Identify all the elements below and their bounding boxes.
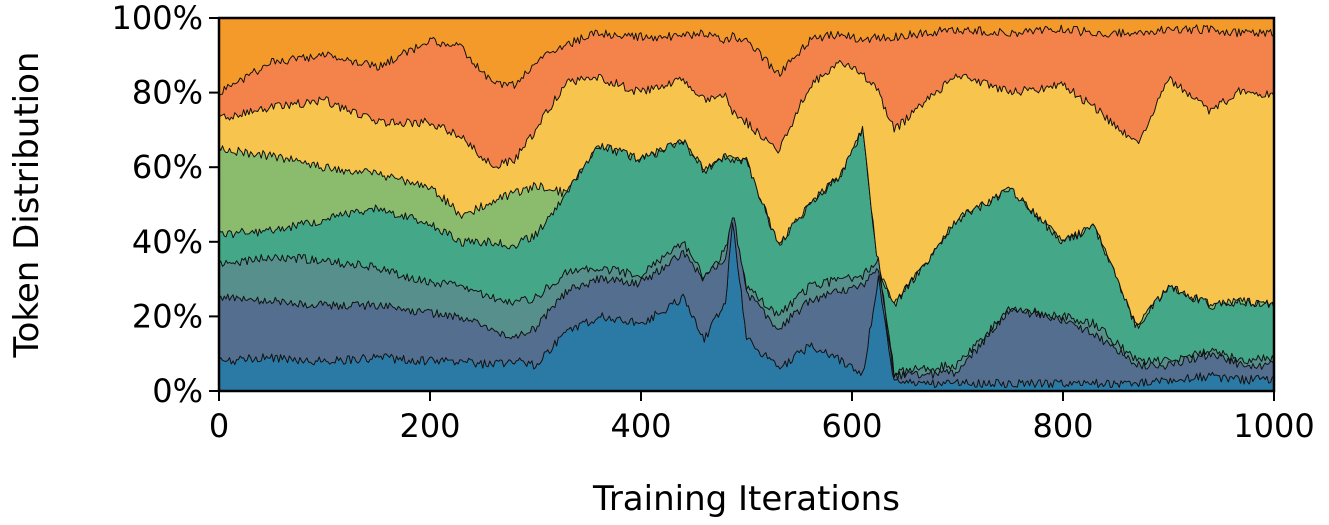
y-axis: 0% 20% 40% 60% 80% 100% — [112, 0, 219, 410]
y-tick-label: 20% — [132, 297, 203, 335]
y-axis-title: Token Distribution — [7, 52, 47, 359]
y-tick-label: 80% — [132, 74, 203, 112]
x-tick-label: 400 — [610, 407, 671, 445]
area-bands — [218, 17, 1275, 392]
x-tick-label: 600 — [821, 407, 882, 445]
x-tick-label: 800 — [1032, 407, 1093, 445]
x-tick-label: 0 — [209, 407, 229, 445]
x-tick-label: 200 — [399, 407, 460, 445]
plot-frame — [217, 16, 1276, 393]
y-tick-label: 0% — [152, 372, 203, 410]
y-tick-label: 60% — [132, 148, 203, 186]
x-tick-label: 1000 — [1233, 407, 1314, 445]
y-tick-label: 100% — [112, 0, 203, 37]
x-axis: 0 200 400 600 800 1000 — [209, 391, 1315, 445]
x-axis-title: Training Iterations — [592, 479, 900, 519]
y-tick-label: 40% — [132, 223, 203, 261]
